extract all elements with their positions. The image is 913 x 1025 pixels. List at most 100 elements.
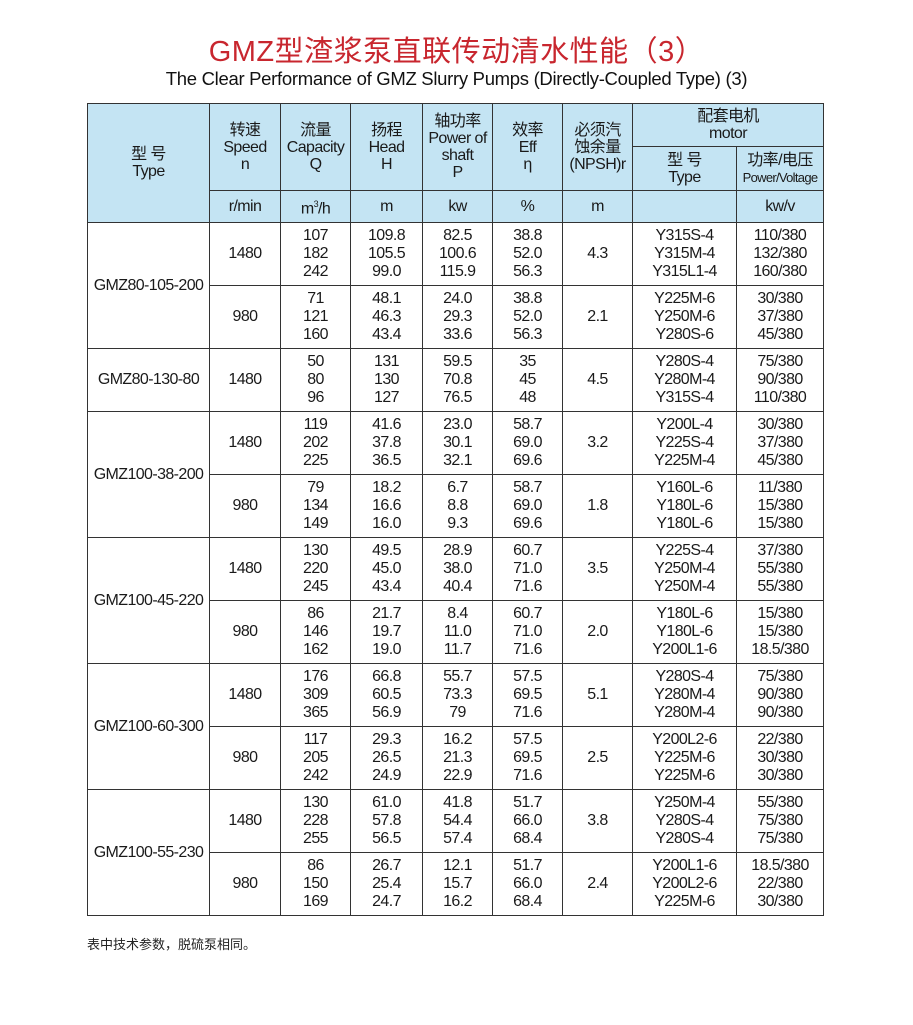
cell-model-type: GMZ80-130-80	[87, 348, 210, 412]
cell-head-value: 105.5	[367, 245, 406, 262]
cell-power-value: 21.3	[443, 749, 472, 766]
cell-eff-value: 69.0	[513, 434, 542, 451]
cell-motor-type-value: Y225M-4	[654, 452, 715, 469]
cell-head-value: 16.6	[372, 497, 401, 514]
cell-motor-type-value: Y280M-4	[654, 704, 715, 721]
cell-motor-pv-value: 15/380	[757, 605, 803, 622]
cell-capacity-value: 119	[303, 416, 328, 433]
cell-motor-pv-value: 55/380	[757, 560, 803, 577]
cell-motor-type-value: Y225M-6	[654, 290, 715, 307]
cell-model-type: GMZ100-45-220	[87, 537, 210, 664]
cell-head-value: 24.7	[372, 893, 401, 910]
cell-npsh: 3.5	[562, 537, 633, 601]
header-npsh: 必须汽 蚀余量 (NPSH)r	[562, 103, 633, 191]
cell-power: 24.0 29.3 33.6	[422, 285, 493, 349]
unit-npsh: m	[562, 190, 633, 223]
cell-eff: 38.8 52.0 56.3	[492, 285, 563, 349]
page-title: GMZ型渣浆泵直联传动清水性能（3）	[208, 36, 705, 68]
cell-motor-type-value: Y200L2-6	[652, 731, 717, 748]
cell-capacity-value: 225	[303, 452, 329, 469]
cell-motor-type-value: Y180L-6	[656, 515, 713, 532]
cell-eff-value: 57.5	[513, 668, 542, 685]
cell-npsh: 2.4	[562, 852, 633, 916]
cell-motor-type-value: Y250M-4	[654, 794, 715, 811]
cell-head-value: 57.8	[372, 812, 401, 829]
cell-motor-pv-value: 18.5/380	[751, 641, 809, 658]
cell-motor-pv-value: 75/380	[757, 830, 803, 847]
cell-eff-value: 58.7	[513, 416, 542, 433]
header-head: 扬程 Head H	[350, 103, 423, 191]
cell-power-value: 57.4	[443, 830, 472, 847]
cell-speed: 980	[209, 726, 281, 790]
cell-head: 49.5 45.0 43.4	[350, 537, 423, 601]
cell-power-value: 15.7	[443, 875, 472, 892]
cell-motor-type-value: Y250M-4	[654, 560, 715, 577]
cell-model-type: GMZ80-105-200	[87, 222, 210, 349]
cell-head-value: 37.8	[372, 434, 401, 451]
cell-power-value: 12.1	[443, 857, 472, 874]
cell-eff-value: 57.5	[513, 731, 542, 748]
cell-power: 28.9 38.0 40.4	[422, 537, 493, 601]
cell-capacity-value: 242	[303, 767, 329, 784]
table-row: GMZ80-130-80 1480 50 80 96 131 130 127 59.5 70.8 7…	[87, 348, 825, 412]
cell-power-value: 100.6	[438, 245, 477, 262]
cell-power-value: 59.5	[443, 353, 472, 370]
cell-eff-value: 69.6	[513, 515, 542, 532]
cell-capacity-value: 202	[303, 434, 329, 451]
cell-eff-value: 69.5	[513, 686, 542, 703]
cell-motor-pv-value: 75/380	[757, 668, 803, 685]
cell-capacity-value: 80	[307, 371, 324, 388]
cell-capacity-value: 176	[303, 668, 329, 685]
cell-motor-pv-value: 75/380	[757, 353, 803, 370]
cell-eff-value: 69.6	[513, 452, 542, 469]
table-row: GMZ100-55-230 1480 130 228 255 61.0 57.8 56.5 41…	[87, 789, 825, 916]
cell-motor-type: Y200L-4 Y225S-4 Y225M-4	[632, 411, 737, 475]
cell-motor-type-value: Y280S-4	[655, 353, 714, 370]
unit-motor-type	[632, 190, 737, 223]
cell-motor-type-value: Y280S-4	[655, 812, 714, 829]
cell-power-value: 73.3	[443, 686, 472, 703]
header-motor: 配套电机 motor	[631, 103, 825, 147]
cell-speed: 1480	[209, 222, 281, 286]
cell-power-value: 76.5	[443, 389, 472, 406]
cell-power: 41.8 54.4 57.4	[422, 789, 493, 853]
cell-motor-type-value: Y200L2-6	[652, 875, 717, 892]
cell-head-value: 21.7	[372, 605, 401, 622]
cell-motor-type: Y250M-4 Y280S-4 Y280S-4	[632, 789, 737, 853]
cell-eff-value: 38.8	[513, 227, 542, 244]
cell-model-type: GMZ100-38-200	[87, 411, 210, 538]
cell-motor-type: Y225S-4 Y250M-4 Y250M-4	[632, 537, 737, 601]
cell-speed: 1480	[209, 789, 281, 853]
cell-motor-pv: 55/380 75/380 75/380	[735, 789, 825, 853]
cell-eff-value: 60.7	[513, 605, 542, 622]
cell-capacity-value: 121	[303, 308, 329, 325]
cell-capacity-value: 205	[303, 749, 329, 766]
cell-motor-type-value: Y225M-6	[654, 749, 715, 766]
cell-eff-value: 52.0	[513, 245, 542, 262]
header-type: 型 号 Type	[87, 103, 210, 223]
performance-table: 型 号 Type 转速 Speed n 流量 Capacity Q 扬程 Head H 轴功率…	[87, 103, 825, 916]
cell-motor-pv-value: 11/380	[757, 479, 803, 496]
cell-motor-type-value: Y180L-6	[656, 497, 713, 514]
cell-motor-type-value: Y280S-4	[655, 830, 714, 847]
cell-npsh: 2.0	[562, 600, 633, 664]
cell-capacity-value: 242	[303, 263, 329, 280]
cell-motor-pv: 37/380 55/380 55/380	[735, 537, 825, 601]
cell-head-value: 61.0	[372, 794, 401, 811]
cell-npsh: 4.5	[562, 348, 633, 412]
table-row: 980 79 134 149 18.2 16.6 16.0 6.7 8.8 9.3 58.7 69.0…	[88, 474, 825, 538]
cell-capacity-value: 146	[303, 623, 329, 640]
cell-capacity-value: 220	[303, 560, 329, 577]
cell-capacity-value: 79	[307, 479, 324, 496]
cell-motor-pv: 75/380 90/380 110/380	[735, 348, 825, 412]
cell-capacity-value: 245	[303, 578, 329, 595]
cell-power-value: 54.4	[443, 812, 472, 829]
header-power: 轴功率 Power of shaft P	[422, 103, 493, 191]
cell-capacity: 86 150 169	[280, 852, 351, 916]
table-row: 980 86 150 169 26.7 25.4 24.7 12.1 15.7 16.2 51.7 6…	[88, 852, 825, 916]
cell-npsh: 2.5	[562, 726, 633, 790]
cell-capacity: 107 182 242	[280, 222, 351, 286]
cell-capacity: 130 220 245	[280, 537, 351, 601]
cell-power-value: 22.9	[443, 767, 472, 784]
cell-motor-pv-value: 110/380	[753, 227, 807, 244]
